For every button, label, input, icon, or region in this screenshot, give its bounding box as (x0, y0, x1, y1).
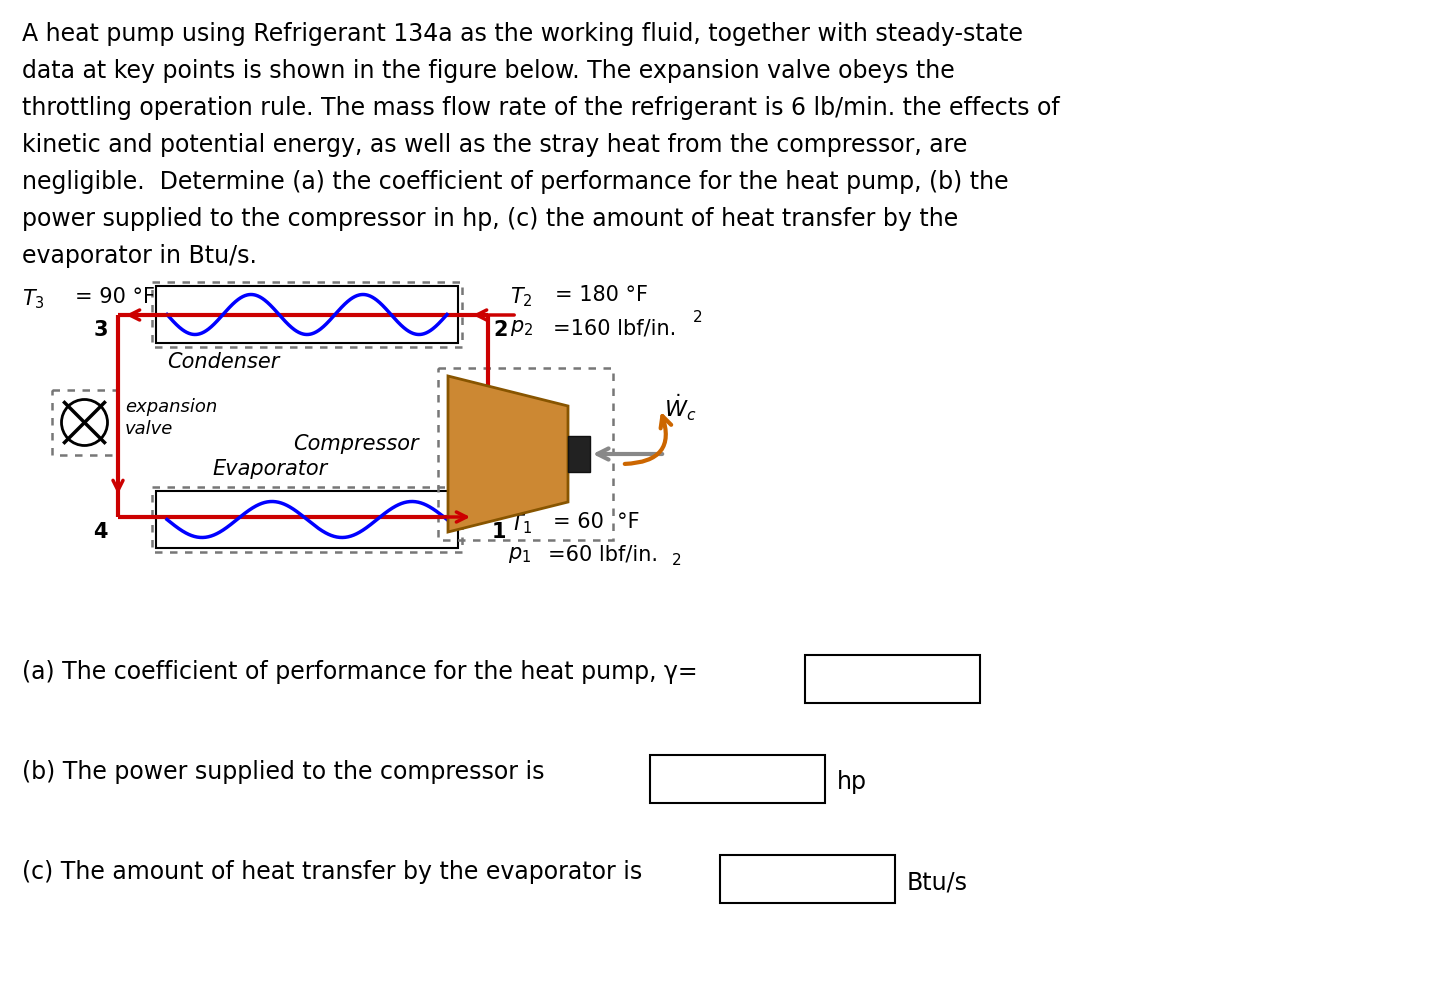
Text: throttling operation rule. The mass flow rate of the refrigerant is 6 lb/min. th: throttling operation rule. The mass flow… (21, 96, 1060, 120)
Text: Evaporator: Evaporator (212, 459, 327, 479)
Text: 2: 2 (694, 310, 702, 325)
Text: 2: 2 (493, 320, 508, 340)
Text: Btu/s: Btu/s (907, 870, 968, 894)
Bar (51, 390, 117, 455)
Text: $p_1$: $p_1$ (508, 545, 531, 565)
Text: 3: 3 (93, 320, 109, 340)
Text: Condenser: Condenser (167, 352, 279, 372)
Text: kinetic and potential energy, as well as the stray heat from the compressor, are: kinetic and potential energy, as well as… (21, 133, 967, 157)
FancyArrowPatch shape (625, 416, 671, 464)
Bar (438, 368, 613, 540)
Text: hp: hp (837, 770, 867, 794)
Text: (b) The power supplied to the compressor is: (b) The power supplied to the compressor… (21, 760, 545, 784)
Text: $T_3$: $T_3$ (21, 287, 44, 311)
Text: 1: 1 (492, 522, 506, 542)
Text: evaporator in Btu/s.: evaporator in Btu/s. (21, 244, 257, 268)
Text: $T_2$: $T_2$ (511, 285, 532, 309)
Text: negligible.  Determine (a) the coefficient of performance for the heat pump, (b): negligible. Determine (a) the coefficien… (21, 170, 1008, 194)
Bar (152, 282, 462, 347)
Text: 4: 4 (93, 522, 109, 542)
Bar (719, 855, 895, 903)
Text: = 90 °F: = 90 °F (74, 287, 154, 307)
Bar (156, 491, 458, 548)
Bar (805, 655, 980, 703)
Text: =160 lbf/in.: =160 lbf/in. (553, 318, 676, 338)
Text: =60 lbf/in.: =60 lbf/in. (548, 545, 658, 565)
Text: = 60  °F: = 60 °F (553, 512, 639, 532)
Text: 2: 2 (672, 553, 682, 568)
Text: data at key points is shown in the figure below. The expansion valve obeys the: data at key points is shown in the figur… (21, 59, 955, 83)
Bar (152, 487, 462, 552)
Text: Compressor: Compressor (293, 434, 419, 454)
Text: $T_1$: $T_1$ (511, 512, 532, 536)
Text: A heat pump using Refrigerant 134a as the working fluid, together with steady-st: A heat pump using Refrigerant 134a as th… (21, 22, 1022, 46)
Text: valve: valve (124, 420, 173, 438)
Text: $p_2$: $p_2$ (511, 318, 533, 338)
Polygon shape (448, 376, 568, 532)
Bar (568, 436, 591, 472)
Text: power supplied to the compressor in hp, (c) the amount of heat transfer by the: power supplied to the compressor in hp, … (21, 207, 958, 231)
Text: $\dot{W}_c$: $\dot{W}_c$ (664, 392, 696, 423)
Bar (156, 286, 458, 343)
Text: = 180 °F: = 180 °F (555, 285, 648, 305)
Bar (651, 755, 825, 803)
Text: expansion: expansion (124, 398, 217, 416)
Text: (a) The coefficient of performance for the heat pump, γ=: (a) The coefficient of performance for t… (21, 660, 698, 684)
Text: (c) The amount of heat transfer by the evaporator is: (c) The amount of heat transfer by the e… (21, 860, 642, 884)
